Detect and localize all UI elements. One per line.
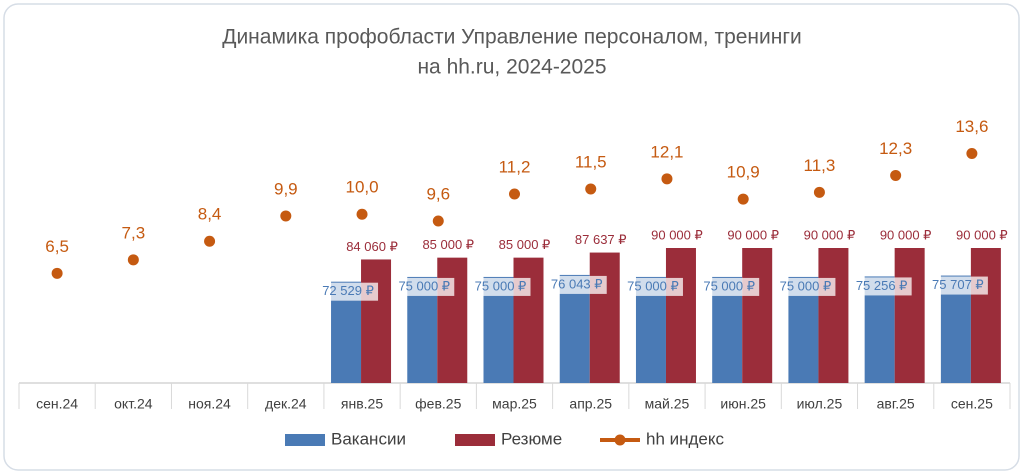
line-marker (204, 235, 216, 247)
data-label: 75 256 ₽ (856, 278, 908, 293)
data-label: 11,3 (804, 156, 836, 175)
label-bg (775, 277, 836, 296)
data-label: 87 637 ₽ (575, 232, 627, 247)
data-label: 11,2 (499, 157, 531, 176)
x-tick-label: авг.25 (877, 396, 915, 412)
x-tick-label: ноя.24 (188, 396, 231, 412)
x-tick-label: окт.24 (114, 396, 153, 412)
data-label: 11,5 (575, 152, 607, 171)
data-label: 75 000 ₽ (627, 278, 679, 293)
x-tick-label: янв.25 (341, 396, 383, 412)
data-label: 75 000 ₽ (398, 278, 450, 293)
x-tick-label: апр.25 (569, 396, 612, 412)
x-tick-label: мар.25 (492, 396, 537, 412)
data-label: 75 707 ₽ (932, 277, 984, 292)
x-tick-label: июл.25 (797, 396, 843, 412)
bar (970, 248, 1001, 383)
label-bg (318, 282, 379, 301)
legend-label: hh индекс (646, 429, 725, 448)
data-label: 90 000 ₽ (727, 227, 779, 242)
x-tick-label: фев.25 (415, 396, 461, 412)
label-bg (622, 277, 683, 296)
data-label: 76 043 ₽ (551, 276, 603, 291)
line-marker (356, 208, 368, 220)
data-label: 8,4 (198, 205, 222, 224)
x-tick-label: дек.24 (265, 396, 307, 412)
bar (665, 248, 696, 383)
bar (742, 248, 773, 383)
chart-title: на hh.ru, 2024-2025 (417, 56, 606, 79)
data-label: 12,1 (650, 142, 683, 161)
x-tick-label: май.25 (645, 396, 690, 412)
bar (894, 248, 925, 383)
x-tick-label: сен.24 (36, 396, 78, 412)
data-label: 75 000 ₽ (475, 278, 527, 293)
data-label: 6,5 (45, 237, 69, 256)
line-marker (280, 210, 292, 222)
data-label: 75 000 ₽ (780, 278, 832, 293)
data-label: 9,6 (426, 184, 450, 203)
line-marker (661, 173, 673, 185)
line-marker (509, 188, 520, 200)
line-marker (432, 215, 444, 227)
x-tick-label: июн.25 (720, 396, 766, 412)
data-label: 85 000 ₽ (422, 237, 474, 252)
data-label: 72 529 ₽ (322, 283, 374, 298)
label-bg (394, 277, 455, 296)
line-marker (127, 254, 139, 266)
line-marker (585, 183, 597, 195)
data-label: 90 000 ₽ (880, 227, 932, 242)
bar (437, 257, 468, 383)
label-bg (851, 277, 912, 296)
data-label: 13,6 (955, 117, 988, 136)
label-bg (699, 277, 760, 296)
line-marker (966, 148, 978, 159)
label-bg (470, 277, 531, 296)
label-bg (927, 276, 988, 295)
legend-swatch (285, 434, 325, 446)
bar (589, 252, 620, 383)
bar (818, 248, 849, 383)
data-label: 84 060 ₽ (346, 239, 398, 254)
legend-label: Вакансии (331, 429, 406, 448)
bar (361, 259, 392, 383)
legend-label: Резюме (501, 429, 562, 448)
data-label: 9,9 (274, 179, 298, 198)
x-tick-label: сен.25 (951, 396, 993, 412)
chart-title: Динамика профобласти Управление персонал… (222, 26, 802, 49)
data-label: 12,3 (879, 139, 912, 158)
data-label: 10,9 (727, 163, 760, 182)
legend-swatch (614, 434, 626, 446)
bar (513, 257, 544, 383)
line-marker (51, 267, 63, 279)
label-bg (546, 275, 607, 294)
line-marker (890, 169, 902, 181)
data-label: 90 000 ₽ (651, 227, 703, 242)
data-label: 10,0 (345, 178, 378, 197)
data-label: 90 000 ₽ (804, 227, 856, 242)
data-label: 90 000 ₽ (956, 227, 1008, 242)
legend-swatch (455, 434, 495, 446)
line-marker (813, 186, 825, 198)
data-label: 7,3 (122, 223, 146, 242)
data-label: 85 000 ₽ (499, 237, 551, 252)
line-marker (737, 193, 749, 205)
data-label: 75 000 ₽ (703, 278, 755, 293)
